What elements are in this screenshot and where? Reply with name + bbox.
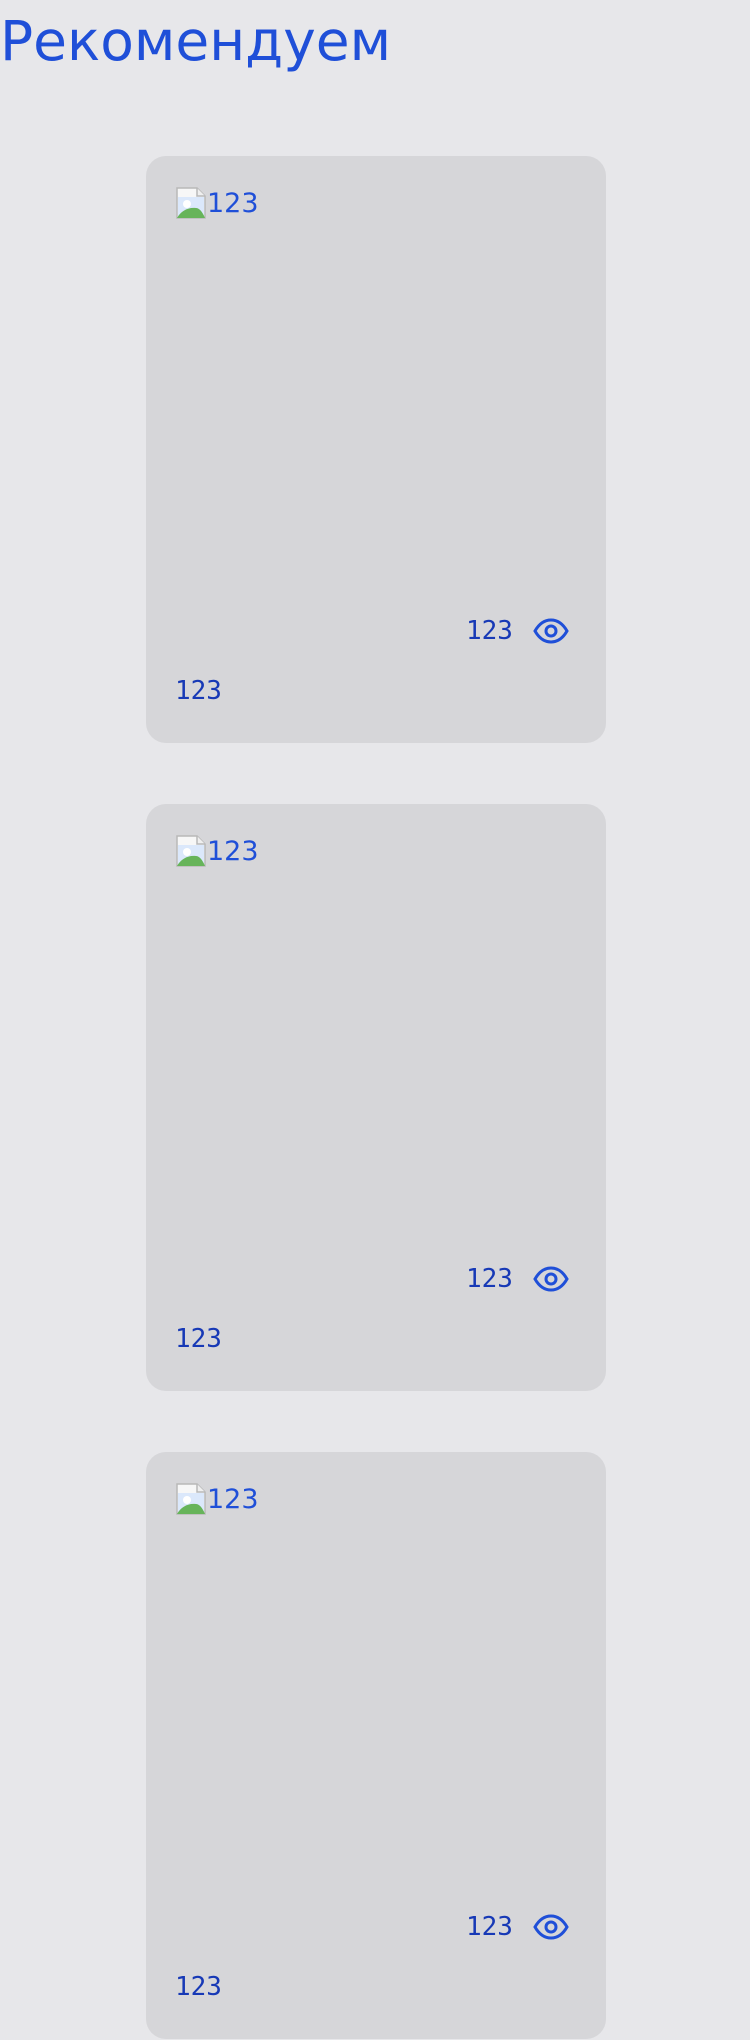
recommendation-card[interactable]: 123 123 123 (146, 156, 606, 743)
broken-image-icon (176, 835, 206, 867)
card-caption: 123 (175, 676, 222, 706)
views-counter: 123 (466, 1259, 569, 1299)
section-title: Рекомендуем (0, 9, 392, 73)
views-count: 123 (466, 616, 513, 646)
card-image-alt-text: 123 (207, 836, 259, 867)
recommendation-card[interactable]: 123 123 123 (146, 1452, 606, 2039)
broken-image-icon (176, 187, 206, 219)
card-image[interactable]: 123 (175, 185, 259, 219)
views-count: 123 (466, 1264, 513, 1294)
card-image[interactable]: 123 (175, 833, 259, 867)
card-image[interactable]: 123 (175, 1481, 259, 1515)
card-image-alt-text: 123 (207, 188, 259, 219)
views-counter: 123 (466, 611, 569, 651)
broken-image-icon (176, 1483, 206, 1515)
card-caption: 123 (175, 1972, 222, 2002)
eye-icon (533, 1266, 569, 1292)
views-count: 123 (466, 1912, 513, 1942)
recommendation-card[interactable]: 123 123 123 (146, 804, 606, 1391)
card-caption: 123 (175, 1324, 222, 1354)
eye-icon (533, 1914, 569, 1940)
views-counter: 123 (466, 1907, 569, 1947)
card-image-alt-text: 123 (207, 1484, 259, 1515)
eye-icon (533, 618, 569, 644)
